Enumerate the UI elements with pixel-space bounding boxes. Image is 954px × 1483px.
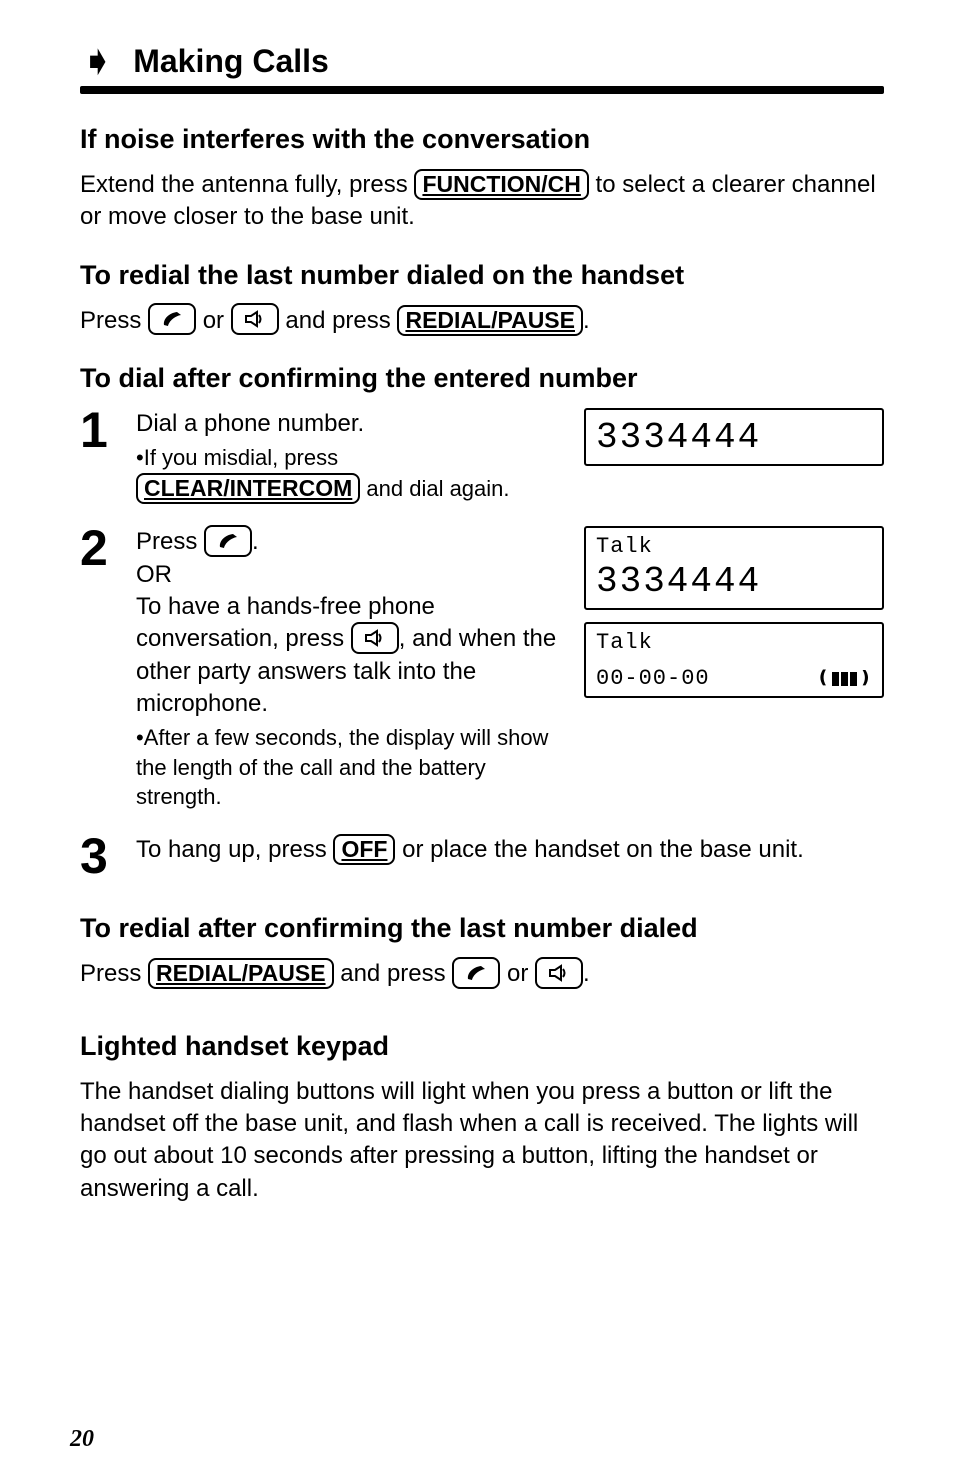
- step-number: 1: [80, 408, 114, 453]
- page-number: 20: [70, 1426, 94, 1453]
- step-2: 2 Press . OR To have a hands-free phone …: [80, 526, 884, 812]
- text: and press: [334, 960, 453, 987]
- text: Press: [80, 307, 148, 334]
- redial-pause-button: REDIAL/PAUSE: [148, 958, 334, 989]
- speakerphone-icon: [535, 957, 583, 989]
- bullet-text: •After a few seconds, the display will s…: [136, 723, 562, 812]
- step-1: 1 Dial a phone number. •If you misdial, …: [80, 408, 884, 504]
- text: .: [252, 528, 259, 555]
- battery-icon: ❪❫: [817, 666, 873, 692]
- section-keypad-body: The handset dialing buttons will light w…: [80, 1076, 884, 1206]
- text: .: [583, 307, 590, 334]
- handset-icon: [148, 303, 196, 335]
- text: and dial again.: [360, 476, 509, 501]
- lcd-talk: Talk: [596, 534, 872, 560]
- step-number: 3: [80, 834, 114, 879]
- lcd-row: 00-00-00 ❪❫: [596, 666, 872, 692]
- text: To hang up, press: [136, 836, 333, 863]
- handset-icon: [204, 525, 252, 557]
- function-ch-button: FUNCTION/CH: [414, 169, 588, 200]
- text: Dial a phone number.: [136, 408, 562, 440]
- page-title: Making Calls: [133, 43, 329, 80]
- section-dial-confirm-heading: To dial after confirming the entered num…: [80, 363, 884, 394]
- section-keypad-heading: Lighted handset keypad: [80, 1031, 884, 1062]
- lcd-display: Talk 00-00-00 ❪❫: [584, 622, 884, 699]
- lcd-group: Talk 3334444 Talk 00-00-00 ❪❫: [584, 526, 884, 698]
- off-button: OFF: [333, 834, 395, 865]
- text: or place the handset on the base unit.: [395, 836, 803, 863]
- step-body: Dial a phone number. •If you misdial, pr…: [136, 408, 562, 504]
- text: and press: [285, 307, 397, 334]
- section-redial-heading: To redial the last number dialed on the …: [80, 260, 884, 291]
- step-body: To hang up, press OFF or place the hands…: [136, 834, 884, 866]
- lcd-talk: Talk: [596, 630, 872, 656]
- section-noise-heading: If noise interferes with the conversatio…: [80, 124, 884, 155]
- text: •If you misdial, press: [136, 445, 338, 470]
- text: or: [507, 960, 535, 987]
- lcd-display: 3334444: [584, 408, 884, 465]
- lcd-time: 00-00-00: [596, 666, 710, 692]
- lcd-group: 3334444: [584, 408, 884, 465]
- section-redial-confirm-body: Press REDIAL/PAUSE and press or .: [80, 958, 884, 991]
- arrow-right-icon: ➧: [80, 40, 115, 82]
- redial-pause-button: REDIAL/PAUSE: [397, 305, 583, 336]
- text: To have a hands-free phone conversation,…: [136, 591, 562, 721]
- bullet-text: •If you misdial, press CLEAR/INTERCOM an…: [136, 443, 562, 504]
- lcd-display: Talk 3334444: [584, 526, 884, 610]
- text: Press: [136, 528, 204, 555]
- step-body: Press . OR To have a hands-free phone co…: [136, 526, 562, 812]
- lcd-number: 3334444: [596, 560, 872, 603]
- speakerphone-icon: [231, 303, 279, 335]
- handset-icon: [452, 957, 500, 989]
- section-noise-body: Extend the antenna fully, press FUNCTION…: [80, 169, 884, 234]
- header-rule: [80, 86, 884, 94]
- lcd-number: 3334444: [596, 416, 872, 459]
- page-header: ➧ Making Calls: [80, 40, 884, 82]
- section-redial-body: Press or and press REDIAL/PAUSE.: [80, 305, 884, 338]
- text: Extend the antenna fully, press: [80, 171, 414, 198]
- clear-intercom-button: CLEAR/INTERCOM: [136, 473, 360, 504]
- step-number: 2: [80, 526, 114, 571]
- section-redial-confirm-heading: To redial after confirming the last numb…: [80, 913, 884, 944]
- text: or: [203, 307, 231, 334]
- text: .: [583, 960, 590, 987]
- text: Press .: [136, 526, 562, 559]
- text-or: OR: [136, 559, 562, 591]
- step-3: 3 To hang up, press OFF or place the han…: [80, 834, 884, 879]
- text: Press: [80, 960, 148, 987]
- speakerphone-icon: [351, 622, 399, 654]
